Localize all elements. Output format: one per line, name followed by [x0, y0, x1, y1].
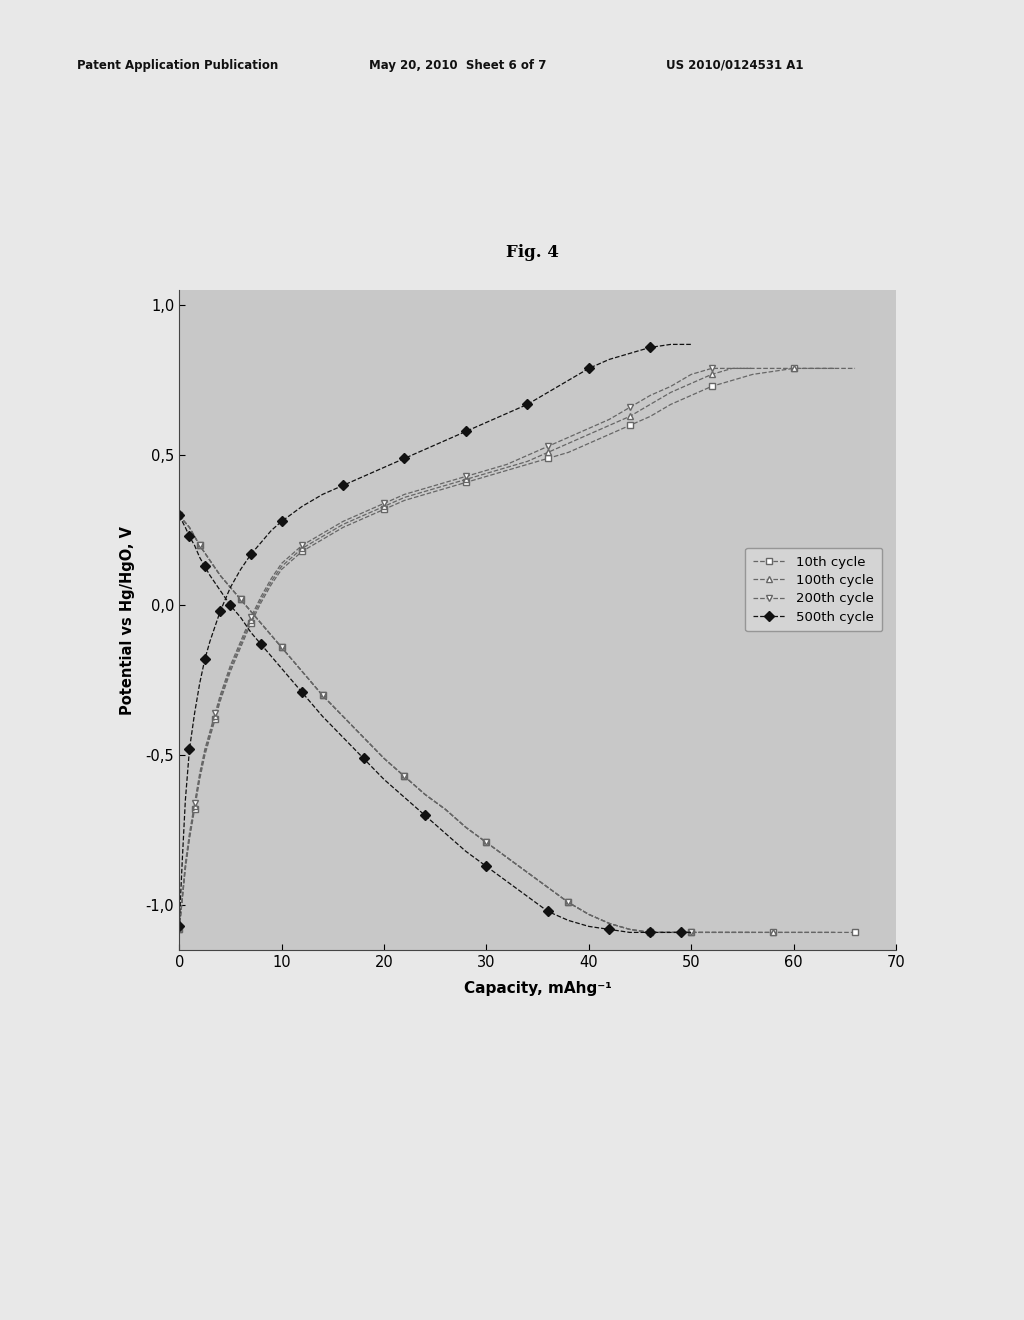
Text: Fig. 4: Fig. 4 — [506, 244, 559, 261]
Legend: 10th cycle, 100th cycle, 200th cycle, 500th cycle: 10th cycle, 100th cycle, 200th cycle, 50… — [745, 548, 883, 631]
Y-axis label: Potential vs Hg/HgO, V: Potential vs Hg/HgO, V — [120, 525, 134, 715]
Text: Patent Application Publication: Patent Application Publication — [77, 58, 279, 71]
Text: May 20, 2010  Sheet 6 of 7: May 20, 2010 Sheet 6 of 7 — [369, 58, 546, 71]
X-axis label: Capacity, mAhg⁻¹: Capacity, mAhg⁻¹ — [464, 981, 611, 997]
Text: US 2010/0124531 A1: US 2010/0124531 A1 — [666, 58, 803, 71]
